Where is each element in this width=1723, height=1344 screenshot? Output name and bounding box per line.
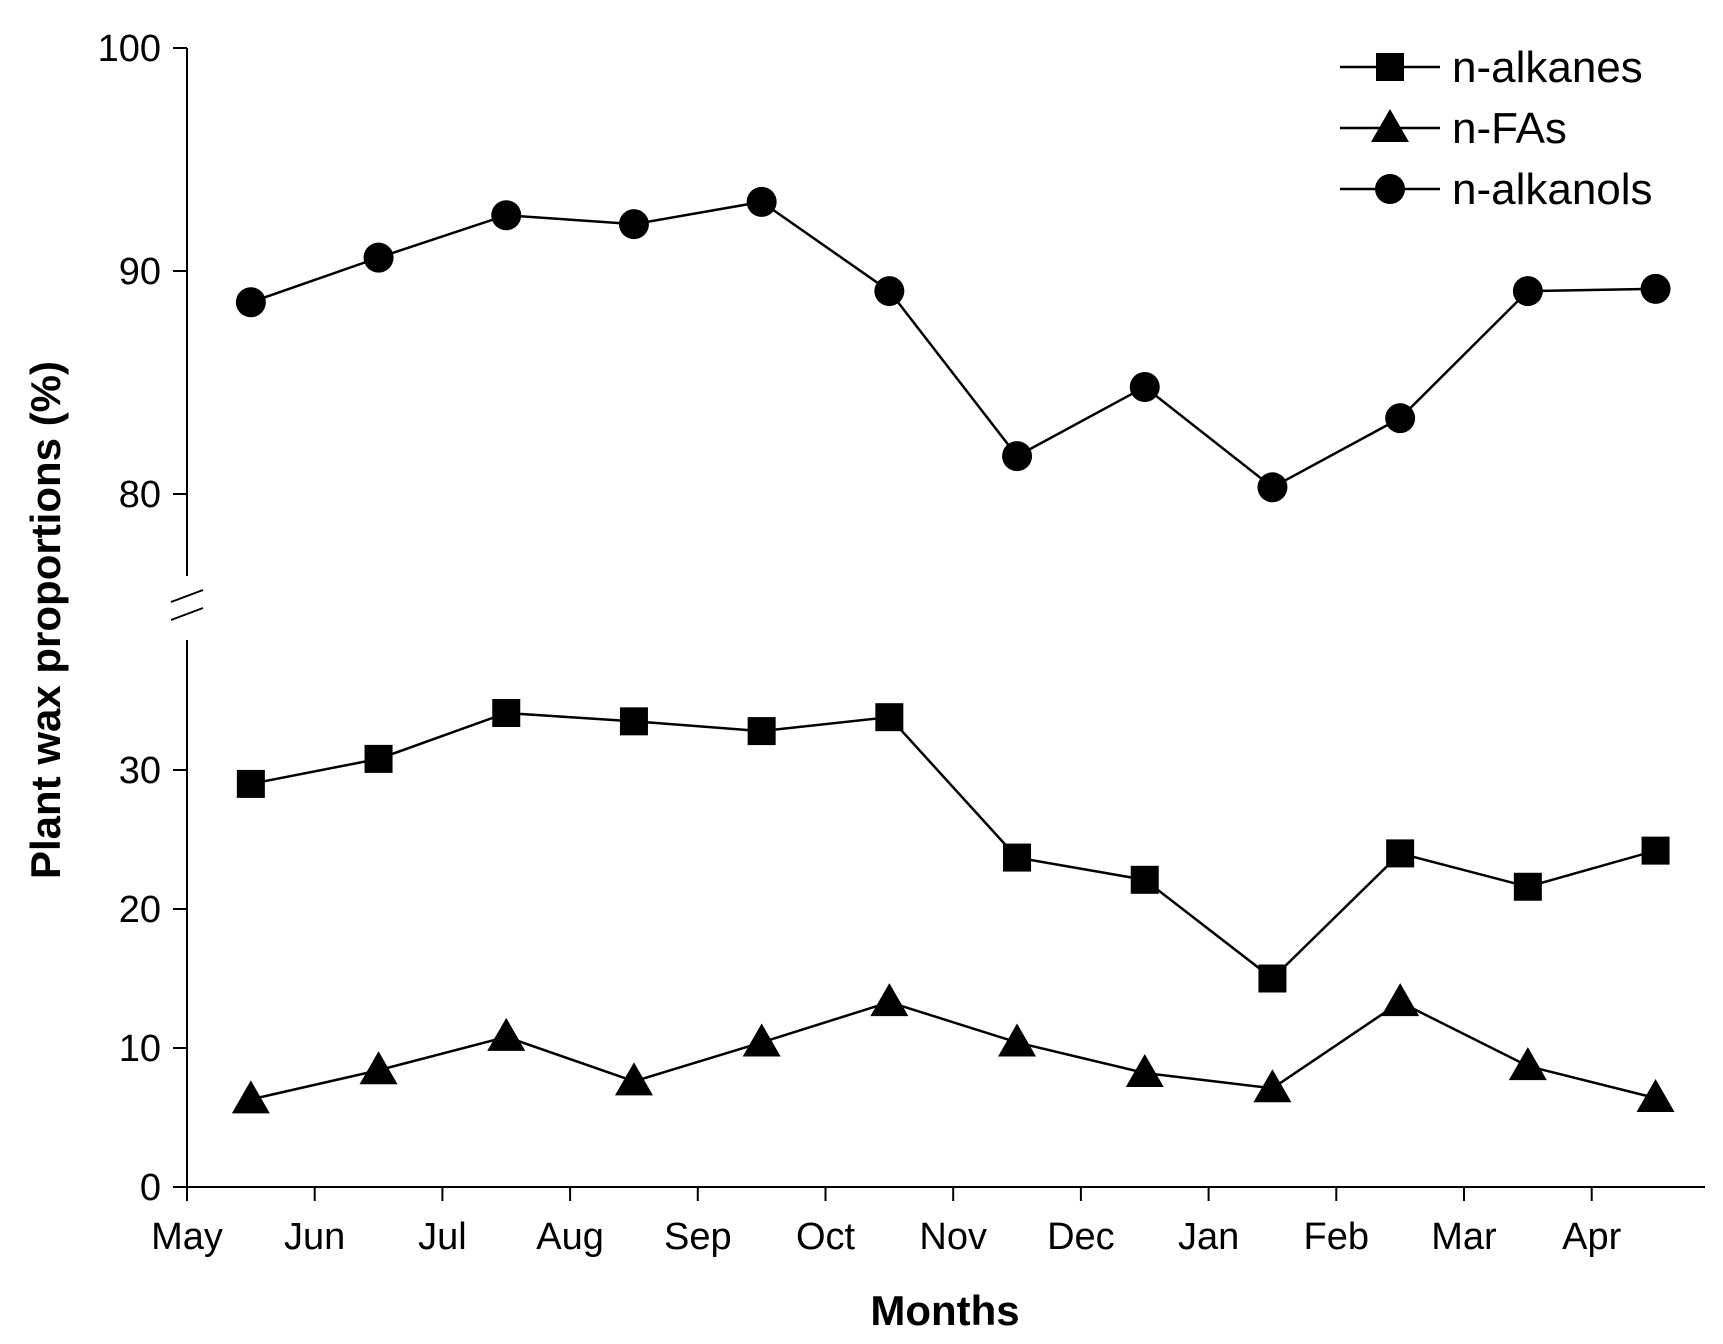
x-tick-label: Feb [1304, 1216, 1369, 1258]
legend-label: n-alkanols [1452, 165, 1653, 214]
data-point-square [619, 707, 648, 736]
series-n-alkanes [236, 699, 1670, 993]
data-point-triangle [1125, 1054, 1164, 1088]
data-point-square [236, 769, 265, 798]
data-point-square [1003, 843, 1032, 872]
data-point-square [747, 717, 776, 746]
data-point-triangle [487, 1017, 526, 1051]
x-tick-label: Dec [1047, 1216, 1115, 1258]
data-point-circle [1640, 273, 1671, 304]
data-point-circle [235, 287, 266, 318]
axis-break-mark [170, 589, 204, 603]
data-point-circle [363, 242, 394, 273]
data-point-circle [1385, 403, 1416, 434]
data-point-circle [1002, 441, 1033, 472]
y-tick-label: 80 [119, 474, 161, 516]
axis-break-mark [170, 607, 204, 621]
data-point-triangle [1636, 1079, 1675, 1113]
legend-item: n-alkanes [1340, 43, 1643, 92]
series-layer [231, 186, 1675, 1114]
axes: 0 10 20 30 80 90 100 May Jun Jul Aug Sep Oct Nov Dec Ja… [98, 28, 1705, 1258]
data-point-square [1641, 836, 1670, 865]
legend-item: n-FAs [1340, 104, 1567, 153]
x-tick-label: Mar [1431, 1216, 1497, 1258]
data-point-triangle [1508, 1047, 1547, 1081]
x-tick-label: Jan [1178, 1216, 1239, 1258]
data-point-triangle [870, 983, 909, 1017]
data-point-square [364, 744, 393, 773]
data-point-circle [491, 200, 522, 231]
data-point-triangle [359, 1051, 398, 1085]
data-point-square [1258, 964, 1287, 993]
data-point-triangle [998, 1023, 1037, 1057]
legend: n-alkanes n-FAs n-alkanols [1340, 43, 1653, 214]
data-point-circle [1257, 472, 1288, 503]
series-n-alkanols [235, 186, 1671, 503]
y-tick-label: 0 [140, 1167, 161, 1209]
x-tick-label: Oct [796, 1216, 856, 1258]
data-point-triangle [742, 1023, 781, 1057]
y-tick-label: 20 [119, 889, 161, 931]
data-point-square [1513, 872, 1542, 901]
x-tick-label: Jul [418, 1216, 467, 1258]
data-point-circle [1129, 371, 1160, 402]
data-point-square [492, 699, 521, 728]
data-point-circle [746, 186, 777, 217]
x-axis-title: Months [870, 1287, 1019, 1334]
data-point-triangle [614, 1062, 653, 1096]
y-tick-label: 10 [119, 1028, 161, 1070]
series-line [250, 200, 1656, 489]
series-line [250, 711, 1656, 981]
data-point-circle [1512, 276, 1543, 307]
data-point-circle [874, 276, 905, 307]
legend-marker-circle [1375, 174, 1405, 204]
data-point-triangle [1381, 983, 1420, 1017]
x-tick-label: Apr [1562, 1216, 1621, 1258]
data-point-circle [618, 209, 649, 240]
x-tick-label: Nov [919, 1216, 987, 1258]
data-point-square [1130, 865, 1159, 894]
x-tick-label: Sep [664, 1216, 732, 1258]
data-point-square [875, 703, 904, 732]
legend-item: n-alkanols [1340, 165, 1653, 214]
y-axis-title: Plant wax proportions (%) [22, 361, 69, 879]
series-line [250, 1000, 1656, 1101]
y-tick-label: 90 [119, 251, 161, 293]
series-n-FAs [231, 983, 1675, 1114]
x-tick-label: Jun [284, 1216, 345, 1258]
legend-marker-square [1376, 53, 1404, 81]
x-tick-label: May [151, 1216, 223, 1258]
data-point-square [1386, 839, 1415, 868]
legend-marker-triangle [1371, 109, 1409, 142]
legend-label: n-alkanes [1452, 43, 1643, 92]
data-point-triangle [1253, 1069, 1292, 1103]
x-tick-label: Aug [536, 1216, 604, 1258]
legend-label: n-FAs [1452, 104, 1567, 153]
y-tick-label: 100 [98, 28, 161, 70]
y-tick-label: 30 [119, 750, 161, 792]
data-point-triangle [231, 1080, 270, 1114]
